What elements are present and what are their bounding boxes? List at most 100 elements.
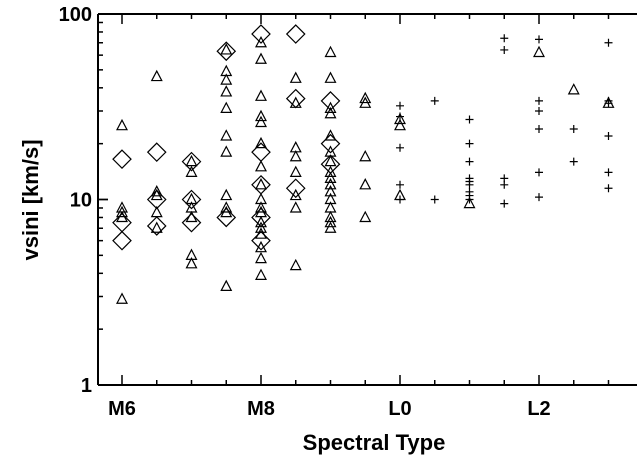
triangle-marker xyxy=(255,201,267,213)
triangle-marker xyxy=(220,85,233,97)
diamond-marker xyxy=(112,149,132,170)
plus-marker xyxy=(535,96,543,105)
triangle-marker xyxy=(220,101,233,113)
triangle-marker xyxy=(220,205,233,218)
diamond-marker xyxy=(285,178,306,199)
plus-marker xyxy=(465,115,474,124)
triangle-marker xyxy=(359,91,372,104)
triangle-marker xyxy=(220,145,233,157)
triangle-marker xyxy=(324,106,337,119)
plus-marker xyxy=(604,38,613,47)
tick-labels: M6 M8 L0 L2 1 10 100 xyxy=(59,4,551,420)
diamond-marker xyxy=(146,189,167,210)
triangle-marker xyxy=(394,112,406,125)
diamond-marker xyxy=(146,142,167,162)
triangle-marker xyxy=(220,129,233,141)
triangle-marker xyxy=(150,188,163,201)
triangle-marker xyxy=(185,154,198,167)
triangle-marker xyxy=(255,52,267,64)
y-tick-label: 100 xyxy=(59,4,92,26)
plot-axes xyxy=(97,13,637,386)
triangle-marker xyxy=(150,69,163,82)
triangle-marker xyxy=(220,73,233,85)
plus-marker xyxy=(465,139,474,148)
plus-marker xyxy=(396,195,404,204)
triangle-marker xyxy=(220,279,233,292)
data-marks xyxy=(112,24,615,304)
triangle-marker xyxy=(255,89,267,101)
triangle-marker xyxy=(185,257,198,269)
triangle-marker xyxy=(359,149,372,162)
diamond-marker xyxy=(320,91,341,111)
triangle-marker xyxy=(324,171,337,183)
plus-marker xyxy=(465,180,474,189)
triangle-marker xyxy=(359,210,372,223)
triangle-marker xyxy=(255,136,267,149)
triangle-marker xyxy=(220,201,233,213)
triangle-marker xyxy=(359,178,372,190)
plus-marker xyxy=(535,35,543,44)
triangle-marker xyxy=(150,221,163,233)
triangle-marker xyxy=(116,205,128,218)
plus-marker xyxy=(396,143,404,152)
plus-marker xyxy=(396,112,404,121)
triangle-marker xyxy=(324,221,337,233)
diamond-marker xyxy=(216,41,237,62)
triangle-marker xyxy=(324,129,337,141)
triangle-marker xyxy=(220,43,233,55)
plus-marker xyxy=(500,45,509,54)
diamond-marker xyxy=(251,174,271,195)
diamond-marker xyxy=(251,24,271,44)
plus-marker xyxy=(465,195,474,204)
plus-marker xyxy=(396,180,404,189)
diamond-marker xyxy=(320,154,341,175)
x-tick-label: L0 xyxy=(388,398,411,420)
y-tick-label: 1 xyxy=(81,375,92,397)
x-tick-label: M8 xyxy=(247,398,275,420)
triangle-marker xyxy=(324,178,337,190)
triangle-marker xyxy=(116,118,128,131)
triangle-marker xyxy=(116,292,128,304)
triangle-marker xyxy=(255,178,267,190)
plus-marker xyxy=(500,180,509,189)
triangle-marker xyxy=(289,149,302,162)
triangle-marker xyxy=(220,188,233,201)
plus-marker xyxy=(535,106,543,115)
triangle-marker xyxy=(324,185,337,197)
triangle-marker xyxy=(324,71,337,83)
triangle-marker xyxy=(185,165,198,177)
plus-marker xyxy=(430,195,439,204)
triangle-marker xyxy=(255,109,267,122)
triangle-marker xyxy=(255,35,267,48)
triangle-marker xyxy=(289,201,302,213)
plus-marker xyxy=(569,157,578,166)
diamond-marker xyxy=(181,189,202,210)
plus-marker xyxy=(396,101,404,110)
plus-marker xyxy=(465,157,474,166)
plus-marker xyxy=(500,199,509,208)
diamond-marker xyxy=(216,207,237,228)
plus-marker xyxy=(604,168,613,177)
plus-marker xyxy=(604,99,613,108)
triangle-marker xyxy=(289,96,302,108)
triangle-marker xyxy=(463,196,476,209)
diamond-marker xyxy=(251,207,271,228)
diamond-marker xyxy=(112,230,132,251)
triangle-marker xyxy=(394,118,406,131)
triangle-marker xyxy=(150,185,163,197)
x-tick-label: M6 xyxy=(108,398,136,420)
triangle-marker xyxy=(359,96,372,108)
plus-marker xyxy=(569,124,578,133)
diamond-marker xyxy=(320,133,341,154)
triangle-marker xyxy=(289,258,302,271)
diamond-marker xyxy=(285,24,306,44)
x-axis-title: Spectral Type xyxy=(303,430,446,455)
triangle-marker xyxy=(289,71,302,83)
triangle-marker xyxy=(324,165,337,177)
diamond-marker xyxy=(285,88,306,109)
plus-marker xyxy=(430,96,439,105)
plus-marker xyxy=(535,168,543,177)
triangle-marker xyxy=(324,154,337,167)
diamond-marker xyxy=(251,230,271,251)
